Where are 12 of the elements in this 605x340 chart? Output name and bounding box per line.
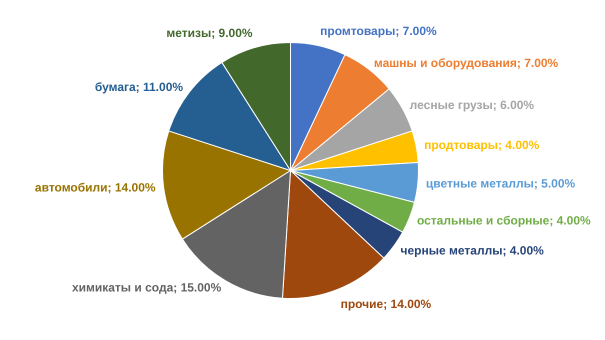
slice-label: черные металлы; 4.00% [400, 243, 544, 258]
slice-label: химикаты и сода; 15.00% [72, 280, 222, 295]
slice-label: автомобили; 14.00% [34, 180, 156, 195]
slice-label: цветные металлы; 5.00% [426, 176, 576, 190]
slice-label: лесные грузы; 6.00% [410, 98, 534, 112]
slice-label: прочие; 14.00% [340, 296, 432, 311]
slice-label: продтовары; 4.00% [424, 138, 540, 152]
slice-label: бумага; 11.00% [94, 80, 184, 94]
slice-label: промтовары; 7.00% [320, 24, 437, 38]
slice-label: остальные и сборные; 4.00% [416, 214, 592, 228]
slice-label: машны и оборудования; 7.00% [374, 56, 559, 70]
slice-label: метизы; 9.00% [166, 26, 253, 40]
